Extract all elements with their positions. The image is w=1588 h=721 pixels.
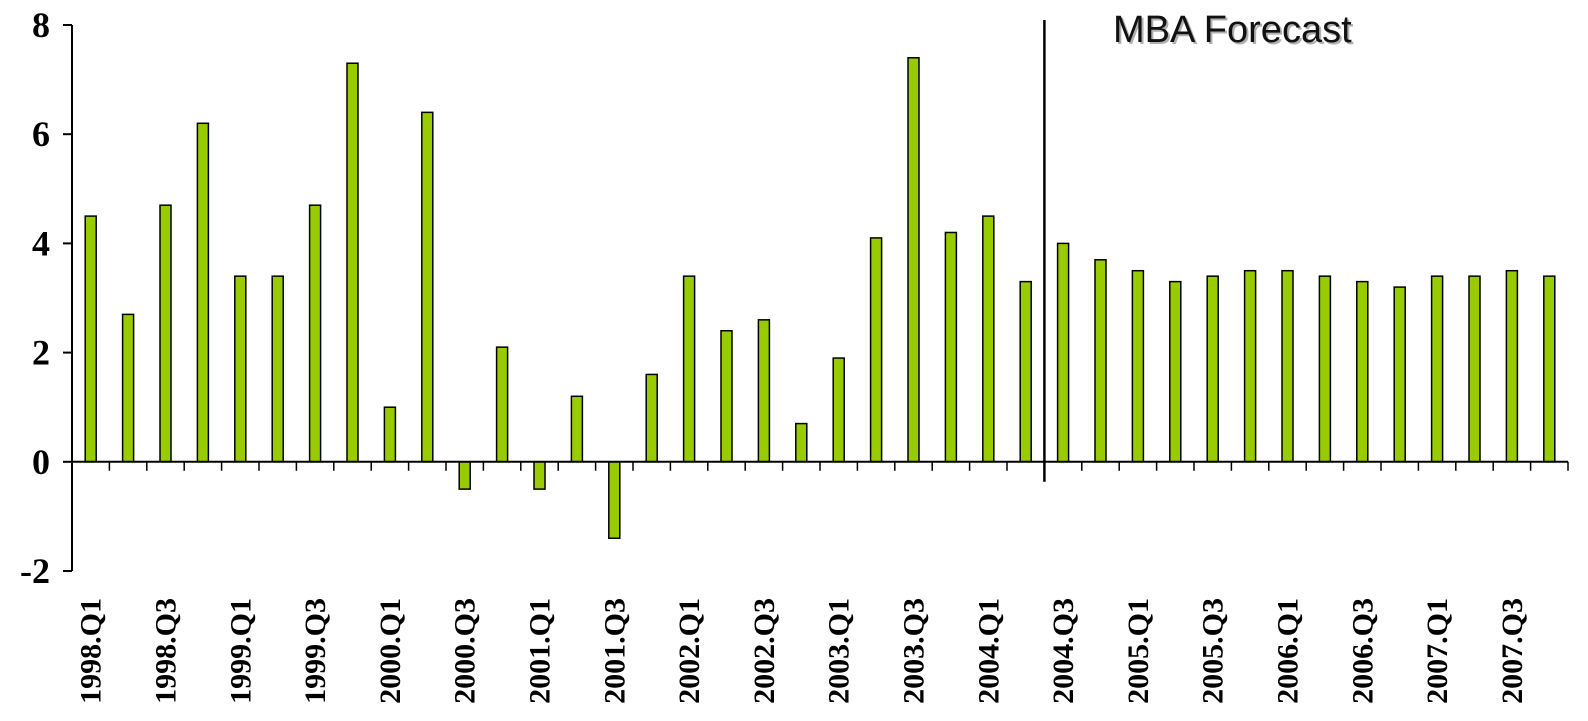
bar-2007.Q3 [1505, 269, 1519, 463]
bar-1998.Q3 [159, 204, 172, 463]
bar-2005.Q2 [1169, 280, 1182, 463]
y-tick-label-2: 2 [32, 333, 50, 373]
bar-2003.Q4 [944, 231, 958, 463]
y-tick-label-6: 6 [32, 114, 50, 154]
bar-2004.Q4 [1094, 259, 1107, 463]
annotations-group: MBA Forecast MBA Forecast [1113, 9, 1354, 53]
x-tick-label-2001.Q3: 2001.Q3 [598, 598, 631, 704]
x-tick-label-2004.Q1: 2004.Q1 [972, 598, 1005, 704]
bar-2000.Q1 [383, 406, 397, 463]
bar-2005.Q3 [1206, 275, 1219, 463]
x-tick-labels: 1998.Q1 1998.Q3 1999.Q1 1999.Q3 2000.Q1 2000.… [75, 598, 1529, 704]
forecast-annotation: MBA Forecast [1113, 9, 1352, 51]
bar-1999.Q1 [234, 275, 247, 463]
bar-1999.Q4 [346, 62, 359, 463]
bar-2001.Q4 [645, 373, 658, 463]
y-tick-labels: -2 0 2 4 6 8 [20, 5, 50, 591]
x-tick-label-2003.Q3: 2003.Q3 [898, 598, 931, 704]
bar-2004.Q1 [982, 215, 995, 463]
y-tick-label-0: 0 [32, 442, 50, 482]
bar-2000.Q4 [495, 346, 509, 463]
x-tick-label-2007.Q3: 2007.Q3 [1496, 598, 1529, 704]
x-tick-label-2000.Q1: 2000.Q1 [374, 598, 407, 704]
bar-1999.Q3 [308, 204, 322, 463]
bar-2000.Q3 [458, 461, 471, 490]
bar-2003.Q1 [832, 357, 845, 463]
bar-2001.Q2 [570, 395, 584, 463]
bar-2007.Q2 [1468, 275, 1481, 463]
bar-2002.Q1 [682, 275, 696, 463]
bar-2005.Q1 [1131, 269, 1145, 463]
y-tick-label-8: 8 [32, 5, 50, 45]
bar-2002.Q2 [720, 330, 733, 463]
x-tick-label-1998.Q1: 1998.Q1 [75, 598, 108, 704]
bar-2006.Q1 [1281, 269, 1294, 463]
x-tick-label-2005.Q3: 2005.Q3 [1197, 598, 1230, 704]
x-tick-label-1999.Q1: 1999.Q1 [224, 598, 257, 704]
x-tick-label-2006.Q1: 2006.Q1 [1272, 598, 1305, 704]
bar-2004.Q2 [1019, 280, 1032, 463]
bar-2001.Q1 [533, 461, 546, 490]
y-tick-label-4: 4 [32, 223, 50, 263]
bar-2003.Q2 [869, 237, 883, 463]
bar-2007.Q1 [1430, 275, 1444, 463]
bar-2000.Q2 [421, 111, 434, 463]
x-tick-label-1999.Q3: 1999.Q3 [299, 598, 332, 704]
bar-2005.Q4 [1243, 269, 1257, 463]
y-tick-label--2: -2 [20, 551, 50, 591]
x-tick-label-1998.Q3: 1998.Q3 [150, 598, 183, 704]
x-tick-label-2002.Q3: 2002.Q3 [748, 598, 781, 704]
x-tick-label-2004.Q3: 2004.Q3 [1047, 598, 1080, 704]
bar-1998.Q1 [84, 215, 97, 463]
bar-2002.Q4 [795, 422, 808, 463]
x-tick-label-2005.Q1: 2005.Q1 [1122, 598, 1155, 704]
x-tick-label-2001.Q1: 2001.Q1 [524, 598, 557, 704]
bar-2006.Q4 [1393, 286, 1406, 463]
x-tick-label-2006.Q3: 2006.Q3 [1346, 598, 1379, 704]
bar-2004.Q3 [1056, 242, 1070, 463]
bar-1998.Q4 [196, 122, 210, 463]
x-tick-label-2000.Q3: 2000.Q3 [449, 598, 482, 704]
bar-1999.Q2 [271, 275, 284, 463]
bar-2003.Q3 [907, 57, 920, 463]
bar-2006.Q2 [1318, 275, 1332, 463]
bar-2002.Q3 [757, 319, 771, 463]
axes-group [63, 24, 1569, 572]
x-tick-label-2003.Q1: 2003.Q1 [823, 598, 856, 704]
bar-2006.Q3 [1356, 280, 1369, 463]
bar-1998.Q2 [121, 313, 135, 463]
bar-2001.Q3 [608, 461, 621, 539]
x-tick-label-2007.Q1: 2007.Q1 [1421, 598, 1454, 704]
x-tick-label-2002.Q1: 2002.Q1 [673, 598, 706, 704]
bars-group [84, 57, 1556, 539]
bar-2007.Q4 [1543, 275, 1556, 463]
forecast-annotation-shadow: MBA Forecast [1115, 11, 1354, 53]
